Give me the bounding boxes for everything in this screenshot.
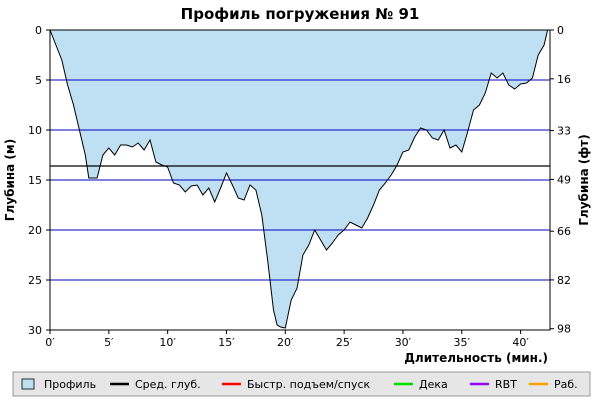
y-tick-label-right: 16: [557, 73, 571, 86]
y-tick-label-right: 98: [557, 323, 571, 336]
legend-label-deco: Дека: [419, 378, 448, 391]
legend-swatch-profile: [21, 378, 35, 390]
legend-item-profile: Профиль: [21, 378, 96, 391]
legend-box: [12, 371, 591, 397]
x-tick-label: 15′: [218, 336, 235, 349]
x-tick-label: 25′: [336, 336, 353, 349]
x-tick-label: 35′: [454, 336, 471, 349]
legend-label-fast: Быстр. подъем/спуск: [247, 378, 371, 391]
legend-label-profile: Профиль: [44, 378, 96, 391]
chart-title: Профиль погружения № 91: [181, 5, 420, 23]
x-tick-label: 40′: [512, 336, 529, 349]
y-axis-title-right: Глубина (фт): [577, 134, 591, 225]
x-tick-label: 0′: [45, 336, 55, 349]
y-tick-label-right: 0: [557, 24, 564, 37]
x-tick-label: 30′: [395, 336, 412, 349]
legend-item-work: Раб.: [529, 378, 578, 391]
profile-line: [49, 29, 549, 329]
x-tick-label: 20′: [277, 336, 294, 349]
x-tick-label: 10′: [159, 336, 176, 349]
x-axis-title: Длительность (мин.): [404, 351, 548, 365]
y-tick-label-left: 0: [35, 24, 42, 37]
y-tick-label-right: 33: [557, 125, 571, 138]
legend-label-work: Раб.: [554, 378, 578, 391]
legend-item-avg: Сред. глуб.: [110, 378, 201, 391]
y-tick-label-right: 66: [557, 225, 571, 238]
legend-item-rbt: RBT: [470, 378, 517, 391]
y-tick-label-left: 15: [28, 174, 42, 187]
y-tick-label-left: 10: [28, 124, 42, 137]
y-tick-label-right: 49: [557, 173, 571, 186]
legend-label-avg: Сред. глуб.: [135, 378, 201, 391]
y-tick-label-right: 82: [557, 274, 571, 287]
legend-label-rbt: RBT: [495, 378, 517, 391]
y-tick-label-left: 5: [35, 74, 42, 87]
plot-area: 0′ 5′ 10′ 15′ 20′ 25′ 30′ 35′ 40′ 0 5 10 15 20 25 30 0 16…: [28, 24, 571, 349]
x-tick-label: 5′: [104, 336, 114, 349]
profile-area: [50, 30, 548, 328]
legend: Профиль Сред. глуб. Быстр. подъем/спуск Дек…: [12, 371, 591, 397]
y-tick-label-left: 25: [28, 274, 42, 287]
y-axis-title-left: Глубина (м): [3, 139, 17, 221]
legend-item-deco: Дека: [394, 378, 448, 391]
legend-item-fast: Быстр. подъем/спуск: [222, 378, 371, 391]
y-tick-label-left: 20: [28, 224, 42, 237]
y-tick-label-left: 30: [28, 324, 42, 337]
